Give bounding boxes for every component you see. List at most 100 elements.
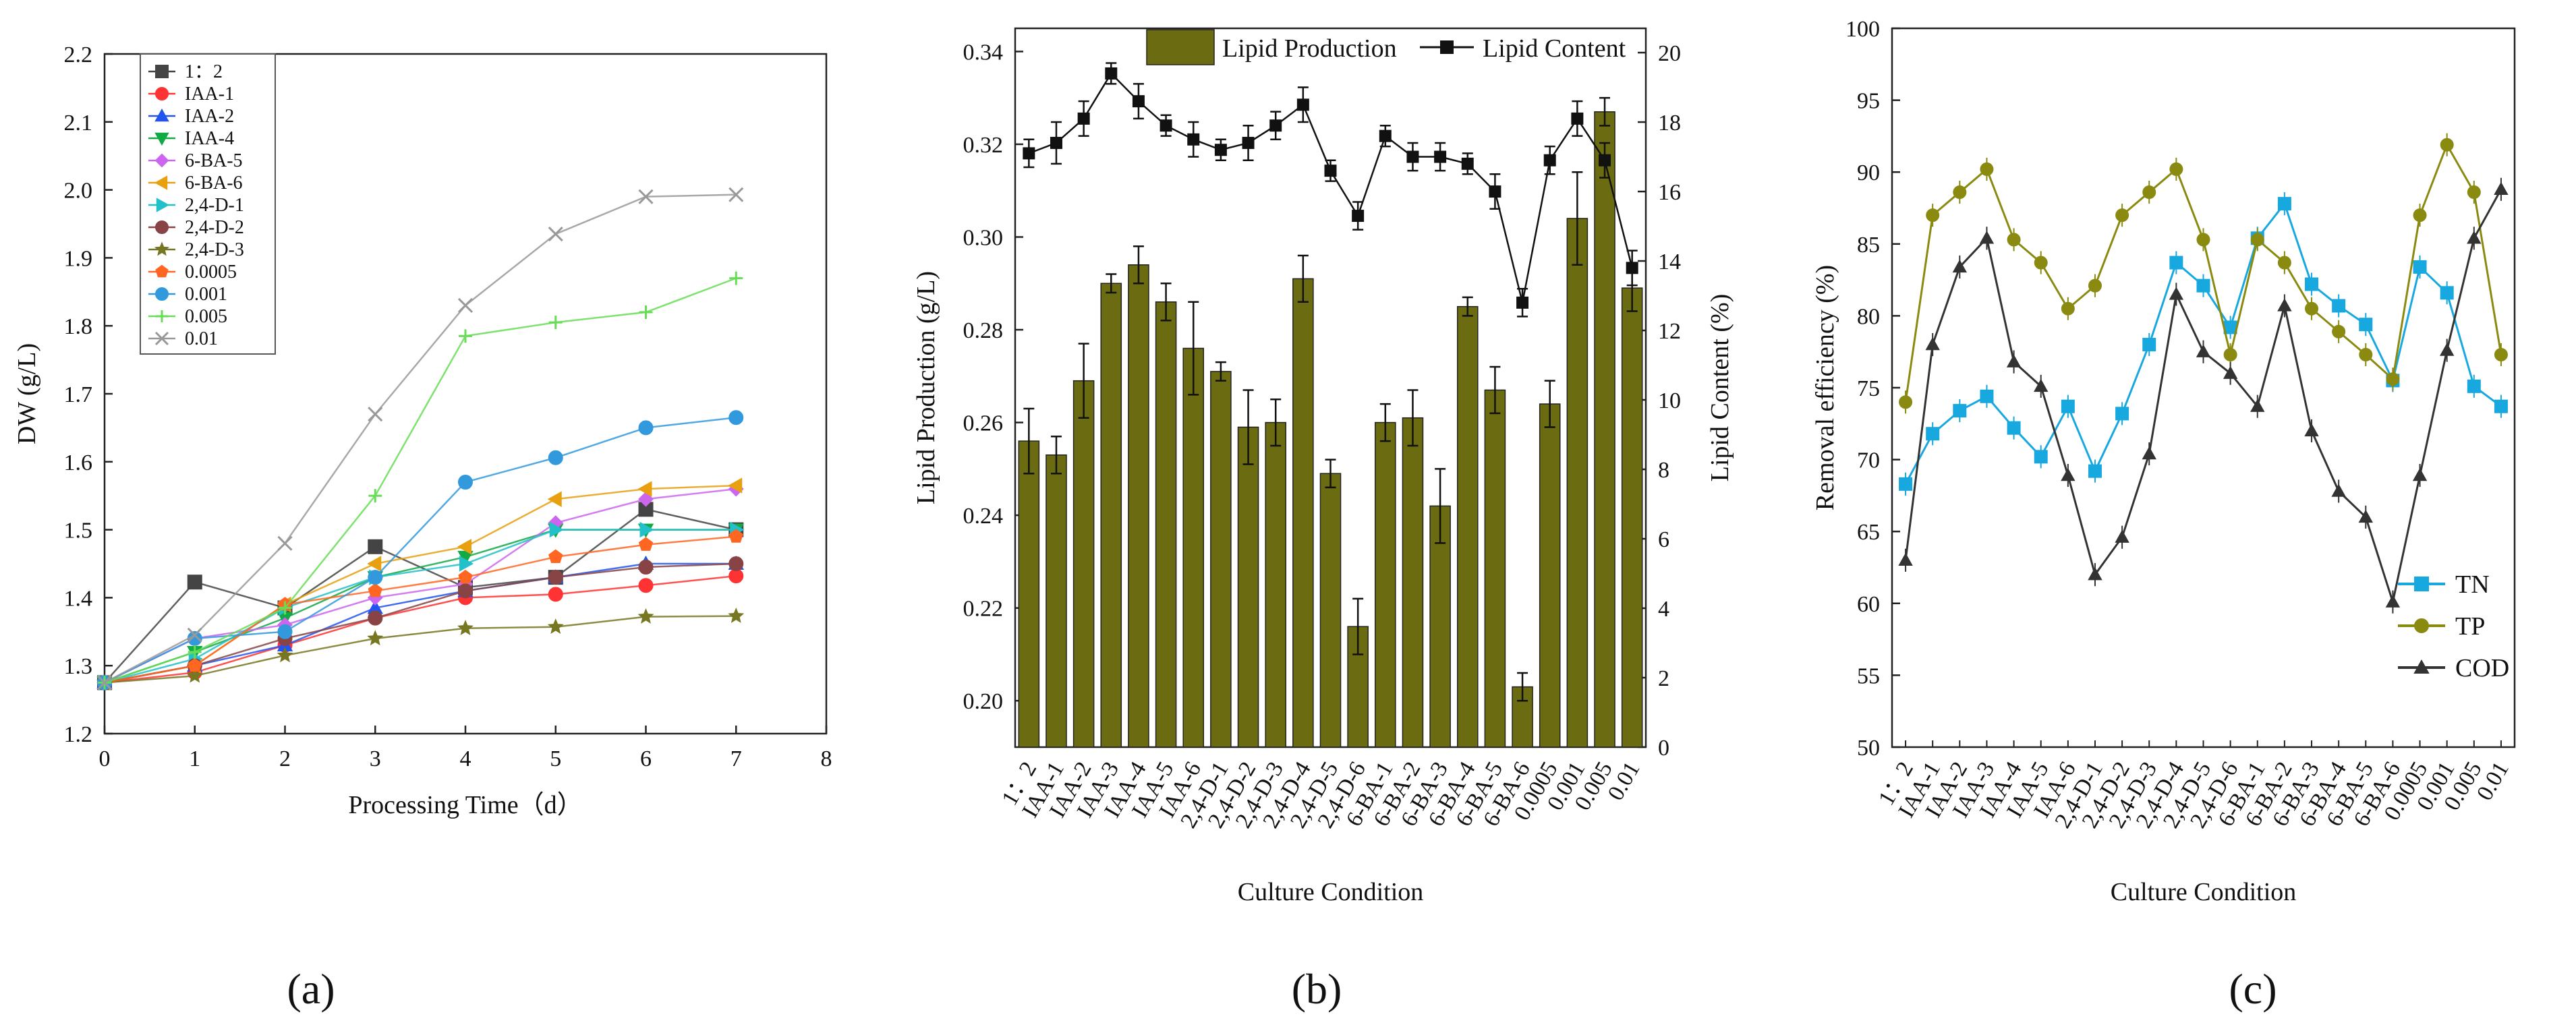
- legend-label-2,4-D-3: 2,4-D-3: [185, 239, 244, 260]
- legend-marker: [154, 241, 170, 256]
- data-point: [1434, 150, 1447, 163]
- data-point: [2332, 324, 2346, 338]
- legend-marker: [154, 175, 168, 190]
- y-tick-label-85: 85: [1857, 233, 1880, 258]
- plot-frame: [1891, 27, 2516, 748]
- bar-0.005: [1594, 111, 1615, 748]
- data-point: [188, 645, 202, 659]
- y-tick-label-70: 70: [1857, 448, 1880, 473]
- data-point: [1187, 133, 1200, 146]
- series-line-2,4-D-3: [104, 615, 737, 684]
- data-point: [2142, 185, 2156, 200]
- series-line-0.005: [104, 277, 737, 684]
- data-point: [2196, 344, 2211, 357]
- data-point: [1926, 427, 1940, 441]
- legend-label-IAA-4: IAA-4: [185, 128, 234, 149]
- data-point: [2305, 301, 2319, 316]
- legend-marker: [155, 220, 169, 234]
- data-point: [637, 608, 654, 624]
- bar-error: [1050, 435, 1062, 475]
- data-point: [1352, 210, 1365, 223]
- data-point: [2331, 483, 2346, 497]
- y-tick-label-1.8: 1.8: [64, 314, 93, 339]
- data-point: [2115, 529, 2129, 543]
- bar-error: [1023, 407, 1035, 475]
- bar-error: [1462, 296, 1473, 317]
- data-point: [1626, 262, 1638, 274]
- data-point: [368, 539, 383, 554]
- bar-0.0005: [1539, 403, 1561, 748]
- y-left-tick-label-0.24: 0.24: [963, 504, 1004, 529]
- data-point: [1926, 208, 1940, 223]
- x-tick-label-7: 7: [731, 746, 742, 771]
- legend-marker: [154, 331, 169, 346]
- y-tick-label-1.3: 1.3: [64, 654, 93, 679]
- data-point: [2494, 347, 2508, 361]
- y-right-tick-label-20: 20: [1658, 41, 1681, 66]
- data-point: [96, 675, 113, 690]
- data-point: [2169, 162, 2183, 176]
- y-right-tick-label-18: 18: [1658, 111, 1681, 136]
- y-axis-title: Removal efficiency (%): [1811, 265, 1839, 510]
- legend-marker: [154, 153, 169, 168]
- y-left-tick-label-0.28: 0.28: [963, 318, 1004, 343]
- data-point: [2386, 372, 2400, 386]
- bar-0.001: [1566, 218, 1588, 748]
- x-tick-label-0.01: 0.01: [1603, 758, 1645, 805]
- x-tick-label-2: 2: [279, 746, 291, 771]
- data-point: [2223, 320, 2237, 334]
- data-point: [277, 535, 293, 551]
- bar-error: [1407, 389, 1419, 447]
- data-point: [2007, 233, 2021, 247]
- data-point: [2413, 208, 2427, 223]
- data-point: [548, 227, 563, 242]
- y-tick-label-65: 65: [1857, 520, 1880, 545]
- data-point: [1242, 136, 1255, 149]
- data-point: [2359, 347, 2373, 361]
- series-line-COD: [1904, 189, 2502, 606]
- data-point: [2385, 594, 2401, 608]
- bar-IAA-5: [1155, 301, 1177, 748]
- data-point: [2007, 421, 2021, 435]
- y-right-tick-label-8: 8: [1658, 458, 1669, 483]
- data-point: [1979, 231, 1995, 244]
- legend-bar-swatch: [1146, 29, 1215, 65]
- data-point: [2169, 287, 2184, 300]
- y-tick-label-95: 95: [1857, 89, 1880, 114]
- data-point: [2061, 467, 2076, 481]
- data-point: [1899, 477, 1913, 491]
- data-point: [549, 521, 564, 538]
- legend-marker: [155, 287, 169, 301]
- data-point: [2467, 379, 2481, 393]
- legend-marker: [156, 198, 170, 212]
- legend-label-TP: TP: [2455, 612, 2485, 641]
- data-point: [367, 556, 382, 572]
- legend-marker: [2414, 618, 2429, 633]
- data-point: [1925, 336, 1940, 351]
- bar-error: [1352, 597, 1364, 655]
- data-point: [1269, 119, 1282, 132]
- panel-label-b: (b): [1292, 965, 1342, 1013]
- data-point: [728, 410, 744, 425]
- y-right-tick-label-4: 4: [1658, 597, 1669, 622]
- data-point: [2061, 399, 2075, 413]
- x-tick-label-5: 5: [550, 746, 561, 771]
- bar-error: [1297, 254, 1309, 303]
- bar-IAA-1: [1046, 454, 1067, 748]
- data-point: [1406, 150, 1419, 163]
- bar-2,4-D-4: [1292, 278, 1314, 748]
- x-axis-title: Culture Condition: [2111, 878, 2297, 906]
- chart-dw-vs-time: 0 1 2 3 4 5 6 7 8 1.2 1.3 1.4 1.5 1.6 1.7 1.8 1.9 2.0 2.1 2…: [13, 42, 832, 819]
- y-left-tick-label-0.22: 0.22: [963, 597, 1004, 622]
- legend-label-IAA-1: IAA-1: [185, 84, 234, 105]
- data-point: [1516, 296, 1529, 309]
- legend-label-2,4-D-2: 2,4-D-2: [185, 217, 244, 238]
- legend-marker: [2414, 577, 2429, 591]
- y-tick-label-80: 80: [1857, 304, 1880, 329]
- data-point: [2305, 277, 2319, 291]
- data-point: [2088, 567, 2102, 581]
- legend-marker: [155, 87, 169, 100]
- bar-IAA-3: [1100, 283, 1122, 748]
- data-point: [637, 481, 652, 497]
- bar-error: [1188, 301, 1199, 396]
